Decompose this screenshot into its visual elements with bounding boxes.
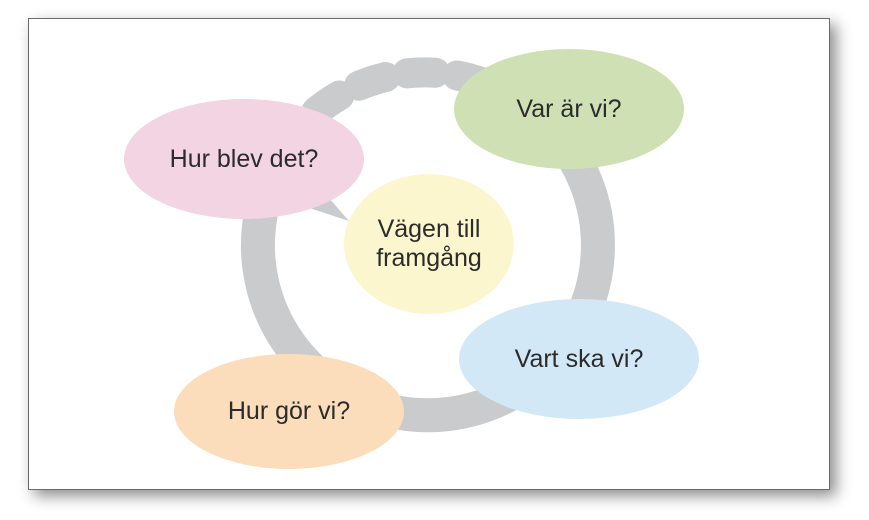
node-bottom-left-label: Hur gör vi? bbox=[228, 397, 350, 426]
node-top-left: Hur blev det? bbox=[124, 99, 364, 219]
node-top-right: Var är vi? bbox=[454, 49, 684, 169]
node-top-right-label: Var är vi? bbox=[516, 95, 621, 124]
diagram-frame: Vägen tillframgång Var är vi? Vart ska v… bbox=[28, 18, 830, 490]
diagram-canvas: Vägen tillframgång Var är vi? Vart ska v… bbox=[29, 19, 829, 489]
node-top-left-label: Hur blev det? bbox=[170, 145, 319, 174]
node-center: Vägen tillframgång bbox=[344, 174, 514, 314]
node-bottom-left: Hur gör vi? bbox=[174, 354, 404, 469]
node-center-label: Vägen tillframgång bbox=[376, 215, 482, 273]
node-right: Vart ska vi? bbox=[459, 299, 699, 419]
node-right-label: Vart ska vi? bbox=[515, 345, 644, 374]
